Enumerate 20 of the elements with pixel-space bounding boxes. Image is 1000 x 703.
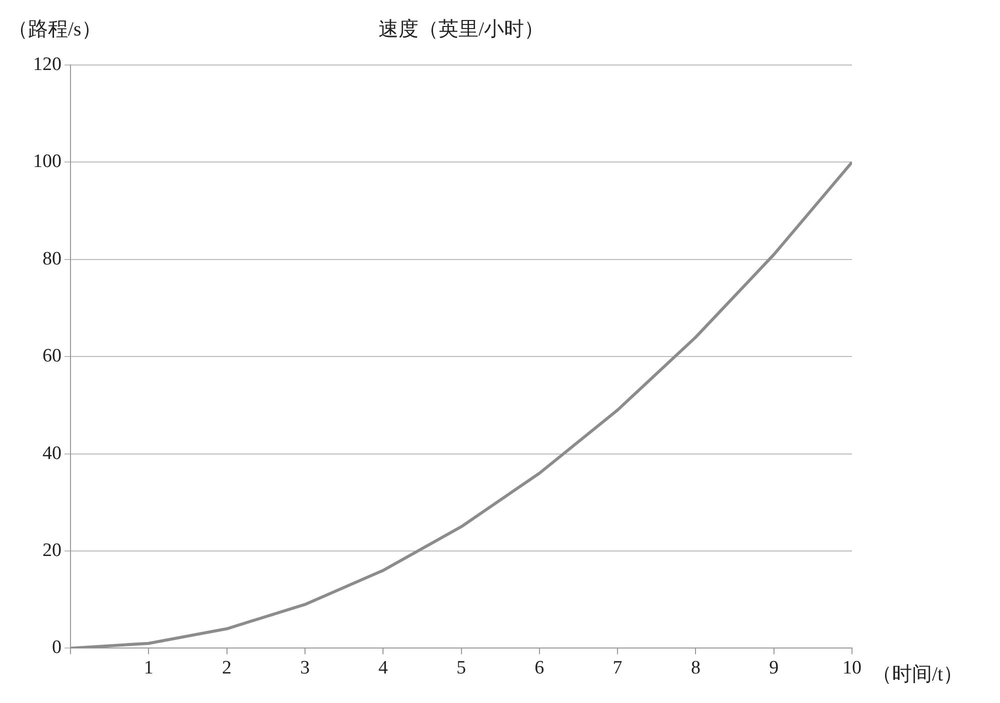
- y-tick-label: 80: [42, 248, 62, 270]
- x-tick-label: 10: [842, 658, 862, 679]
- x-tick-label: 5: [456, 658, 466, 679]
- y-tick-label: 100: [33, 151, 62, 172]
- x-axis-title: （时间/t）: [872, 663, 964, 686]
- y-axis-title: （路程/s）: [8, 18, 102, 40]
- y-tick-label: 60: [42, 346, 62, 367]
- x-tick-label: 1: [144, 658, 154, 679]
- x-tick-label: 4: [378, 658, 388, 679]
- x-tick-label: 6: [534, 658, 544, 679]
- x-tick-label: 7: [612, 658, 622, 679]
- x-tick-label: 2: [222, 658, 232, 679]
- y-tick-label: 40: [42, 442, 62, 464]
- x-tick-label: 8: [690, 658, 700, 679]
- y-tick-label: 120: [33, 54, 62, 75]
- y-tick-label: 20: [42, 540, 62, 561]
- x-tick-label: 3: [300, 658, 310, 679]
- y-tick-label: 0: [52, 637, 62, 658]
- x-tick-label: 9: [769, 658, 779, 679]
- chart-title: 速度（英里/小时）: [378, 18, 544, 40]
